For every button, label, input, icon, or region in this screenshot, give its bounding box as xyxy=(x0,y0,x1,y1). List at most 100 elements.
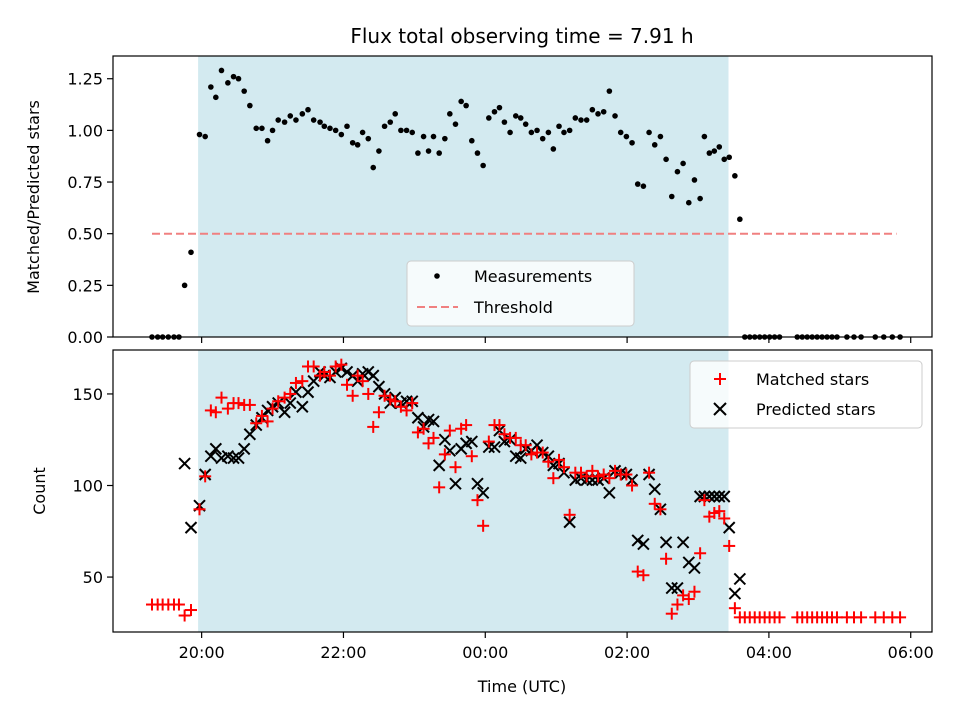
x-tick-label: 06:00 xyxy=(888,643,934,662)
measurement-point xyxy=(528,129,535,136)
measurement-point xyxy=(595,111,601,117)
predicted-star-point xyxy=(278,406,291,419)
matched-star-point xyxy=(723,539,736,552)
matched-star-point xyxy=(580,470,593,483)
measurement-point xyxy=(415,150,421,156)
matched-star-point xyxy=(536,446,549,459)
measurement-point xyxy=(253,125,260,132)
matched-star-point xyxy=(773,611,786,624)
measurement-point xyxy=(629,139,635,146)
measurement-point xyxy=(697,195,703,202)
legend-predicted-marker xyxy=(713,402,727,416)
measurement-point xyxy=(359,129,366,136)
measurement-point xyxy=(452,121,459,127)
measurement-point xyxy=(349,139,356,146)
measurement-point xyxy=(332,127,339,134)
measurement-point xyxy=(732,173,738,179)
bottom-x-axis: 20:00 22:00 00:00 02:00 04:00 06:00 xyxy=(179,632,934,662)
measurement-point xyxy=(293,117,299,123)
matched-star-point xyxy=(654,503,667,516)
matched-star-point xyxy=(620,468,633,481)
matched-star-point xyxy=(266,402,279,415)
bottom-y-axis-title: Count xyxy=(30,467,49,515)
matched-star-point xyxy=(372,406,385,419)
matched-star-point xyxy=(178,609,191,622)
matched-star-point xyxy=(471,494,484,507)
bottom-y-tick-label: 100 xyxy=(72,477,103,496)
matched-star-point xyxy=(718,512,731,525)
predicted-star-point xyxy=(284,396,297,410)
top-legend-box xyxy=(406,260,635,327)
matched-star-point xyxy=(557,461,570,474)
measurement-point xyxy=(181,282,188,289)
measurement-point xyxy=(674,168,681,175)
matched-star-point xyxy=(553,453,566,466)
matched-star-point xyxy=(261,415,274,428)
measurement-point xyxy=(447,111,453,117)
measurement-point xyxy=(612,113,618,119)
measurement-point xyxy=(230,73,237,80)
predicted-star-point xyxy=(631,534,644,547)
predicted-star-point xyxy=(665,581,678,595)
predicted-star-point xyxy=(718,490,731,503)
predicted-star-point xyxy=(563,515,576,529)
measurement-point xyxy=(188,249,194,256)
predicted-star-point xyxy=(449,477,462,490)
matched-star-point xyxy=(289,376,302,389)
matched-star-point xyxy=(665,607,678,620)
chart-title: Flux total observing time = 7.91 h xyxy=(350,24,693,48)
measurement-point xyxy=(539,135,546,142)
measurement-point xyxy=(469,137,475,144)
measurement-point xyxy=(606,88,613,94)
matched-star-point xyxy=(427,431,440,444)
matched-star-point xyxy=(460,419,473,432)
measurement-point xyxy=(264,137,271,144)
predicted-star-point xyxy=(514,451,527,465)
top-panel: 0.00 0.25 0.50 0.75 1.00 1.25 Matched/Predict… xyxy=(24,55,933,347)
measurement-point xyxy=(691,177,698,183)
predicted-star-point xyxy=(438,433,452,446)
matched-star-point xyxy=(509,431,522,444)
top-y-tick-label: 0.50 xyxy=(67,225,103,244)
measurement-point xyxy=(534,127,540,134)
measurement-point xyxy=(321,123,328,130)
matched-star-point xyxy=(417,422,430,435)
measurement-point xyxy=(685,199,692,206)
measurement-point xyxy=(247,102,253,109)
measurement-point xyxy=(458,98,464,105)
top-y-tick-label: 1.00 xyxy=(67,121,103,140)
matched-star-point xyxy=(221,402,234,415)
matched-star-point xyxy=(643,466,656,479)
top-y-axis-title: Matched/Predicted stars xyxy=(24,100,43,294)
matched-star-point xyxy=(346,389,359,402)
measurement-point xyxy=(235,75,242,82)
measurement-point xyxy=(409,129,416,136)
predicted-star-point xyxy=(411,411,425,424)
measurement-point xyxy=(512,113,519,119)
matched-star-point xyxy=(626,479,639,492)
predicted-star-point xyxy=(232,451,245,465)
matched-star-point xyxy=(367,420,380,433)
predicted-star-point xyxy=(289,385,303,399)
predicted-star-point xyxy=(372,380,386,393)
predicted-star-point xyxy=(671,581,684,595)
matched-star-point xyxy=(713,505,726,518)
measurement-point xyxy=(651,142,658,148)
measurement-point xyxy=(668,193,675,200)
matched-star-point xyxy=(389,395,402,408)
measurement-point xyxy=(721,156,728,163)
measurement-point xyxy=(403,127,410,134)
matched-star-point xyxy=(855,611,868,624)
matched-star-point xyxy=(493,419,506,432)
measurement-point xyxy=(640,183,647,189)
predicted-star-point xyxy=(227,451,240,465)
measurement-point xyxy=(218,67,225,74)
matched-star-point xyxy=(894,611,907,624)
bottom-plot-frame xyxy=(112,349,933,633)
measurement-point xyxy=(737,216,743,223)
top-y-tick-label: 0.25 xyxy=(67,276,103,295)
measurement-point xyxy=(196,131,203,138)
predicted-star-point xyxy=(209,442,223,456)
measurement-point xyxy=(310,117,317,123)
